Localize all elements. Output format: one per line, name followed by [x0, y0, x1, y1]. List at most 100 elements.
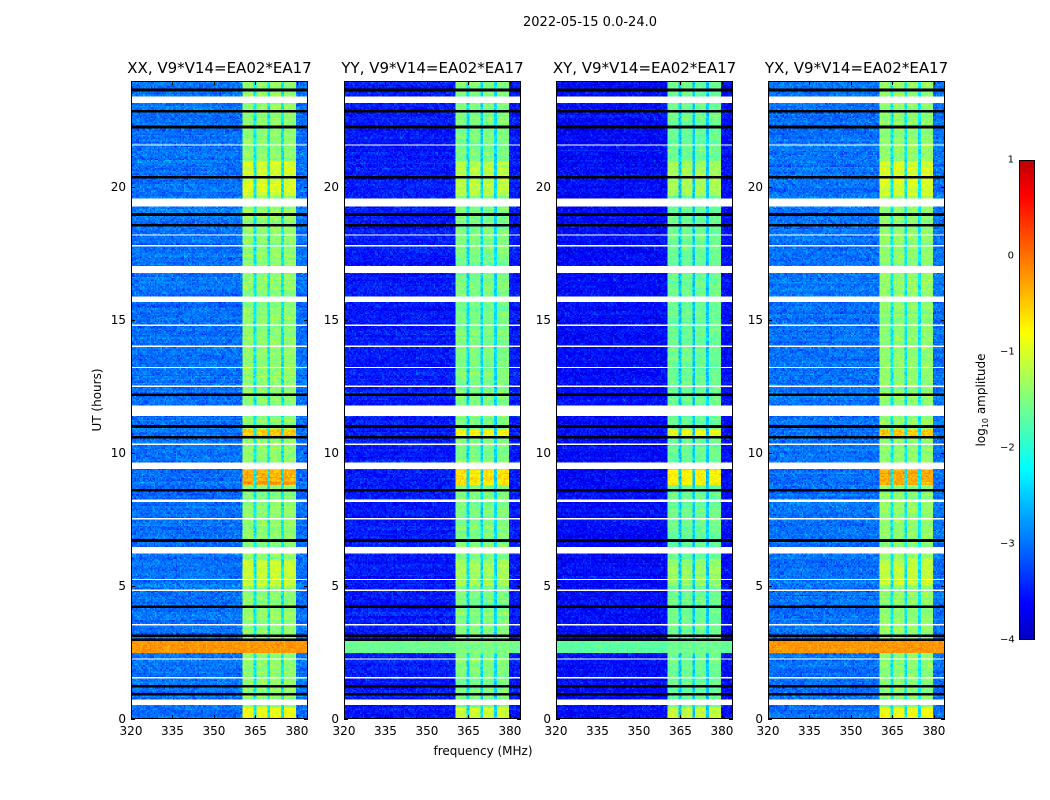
y-tick-mark [941, 453, 945, 455]
x-tick-mark [933, 81, 935, 85]
y-tick-mark [517, 719, 521, 720]
y-tick-mark [304, 719, 308, 720]
x-tick-mark [597, 715, 599, 719]
x-tick-mark [638, 81, 640, 85]
x-tick-mark [344, 81, 345, 85]
y-tick-label: 10 [535, 446, 551, 461]
colorbar [1019, 160, 1035, 640]
x-tick-label: 320 [756, 724, 780, 738]
x-tick-mark [426, 715, 428, 719]
y-tick-mark [556, 187, 560, 189]
x-tick-mark [721, 81, 723, 85]
y-tick-mark [556, 320, 560, 322]
x-tick-mark [255, 81, 257, 85]
y-tick-mark [344, 187, 348, 189]
y-tick-label: 20 [747, 180, 763, 195]
y-tick-mark [304, 320, 308, 322]
y-tick-label: 10 [110, 446, 126, 461]
heatmap-panel [556, 81, 733, 719]
x-tick-label: 350 [627, 724, 651, 738]
y-tick-mark [304, 586, 308, 588]
x-tick-label: 380 [922, 724, 946, 738]
y-tick-mark [517, 320, 521, 322]
y-tick-mark [729, 187, 733, 189]
x-tick-label: 350 [202, 724, 226, 738]
heatmap-panel [768, 81, 945, 719]
x-tick-mark [296, 715, 298, 719]
y-tick-mark [729, 453, 733, 455]
y-tick-mark [729, 320, 733, 322]
y-tick-mark [941, 320, 945, 322]
x-tick-mark [850, 715, 852, 719]
y-tick-label: 20 [110, 180, 126, 195]
x-tick-mark [680, 81, 682, 85]
x-axis-label: frequency (MHz) [433, 744, 533, 758]
x-tick-mark [892, 715, 894, 719]
x-tick-mark [131, 81, 132, 85]
x-tick-label: 350 [415, 724, 439, 738]
y-tick-mark [768, 586, 772, 588]
x-tick-label: 380 [498, 724, 522, 738]
x-tick-label: 350 [839, 724, 863, 738]
y-tick-mark [131, 719, 135, 720]
y-tick-label: 15 [110, 313, 126, 328]
y-tick-mark [517, 586, 521, 588]
panel-title: XY, V9*V14=EA02*EA17 [552, 59, 737, 77]
x-tick-mark [509, 715, 511, 719]
y-tick-label: 0 [118, 712, 126, 726]
x-tick-mark [213, 81, 215, 85]
heatmap-panel [344, 81, 521, 719]
x-tick-label: 320 [332, 724, 356, 738]
x-tick-label: 335 [586, 724, 609, 738]
x-tick-mark [344, 715, 345, 719]
y-tick-label: 20 [535, 180, 551, 195]
heatmap-image [132, 82, 307, 718]
y-tick-label: 5 [755, 579, 763, 594]
colorbar-tick-label: 0 [1007, 250, 1014, 262]
y-tick-mark [768, 719, 772, 720]
heatmap-image [769, 82, 944, 718]
colorbar-tick-label: −3 [1000, 538, 1015, 550]
y-tick-mark [768, 453, 772, 455]
panel-title: YY, V9*V14=EA02*EA17 [341, 59, 524, 77]
x-tick-mark [933, 715, 935, 719]
colorbar-label-sub: 10 [981, 417, 991, 429]
y-tick-label: 15 [747, 313, 763, 328]
y-tick-label: 15 [535, 313, 551, 328]
x-tick-mark [768, 715, 769, 719]
y-tick-mark [131, 187, 135, 189]
y-tick-mark [304, 187, 308, 189]
x-tick-mark [809, 81, 811, 85]
y-tick-mark [556, 586, 560, 588]
x-tick-mark [509, 81, 511, 85]
x-tick-mark [638, 715, 640, 719]
y-tick-mark [344, 453, 348, 455]
x-tick-label: 320 [119, 724, 143, 738]
x-tick-label: 365 [881, 724, 904, 738]
y-tick-mark [768, 187, 772, 189]
x-tick-label: 320 [544, 724, 568, 738]
x-tick-mark [172, 81, 174, 85]
y-tick-mark [941, 586, 945, 588]
colorbar-tick-label: −1 [1000, 346, 1015, 358]
y-tick-mark [344, 320, 348, 322]
colorbar-label-tail: amplitude [973, 353, 988, 418]
x-tick-mark [131, 715, 132, 719]
y-tick-label: 10 [323, 446, 339, 461]
x-tick-mark [680, 715, 682, 719]
y-tick-mark [131, 586, 135, 588]
x-tick-label: 380 [710, 724, 734, 738]
y-tick-label: 15 [323, 313, 339, 328]
y-tick-mark [941, 187, 945, 189]
y-tick-mark [941, 719, 945, 720]
x-tick-mark [892, 81, 894, 85]
y-tick-mark [304, 453, 308, 455]
y-tick-mark [517, 187, 521, 189]
x-tick-label: 335 [161, 724, 184, 738]
x-tick-mark [768, 81, 769, 85]
y-tick-mark [344, 586, 348, 588]
x-tick-mark [296, 81, 298, 85]
y-tick-mark [729, 586, 733, 588]
x-tick-mark [385, 81, 387, 85]
y-tick-label: 20 [323, 180, 339, 195]
